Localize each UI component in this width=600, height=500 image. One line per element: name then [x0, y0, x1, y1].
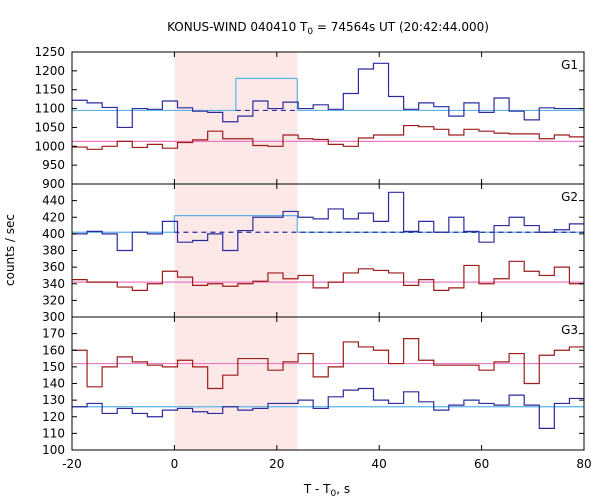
- y-tick-label-g1-1250: 1250: [34, 45, 65, 59]
- y-tick-label-g2-380: 380: [42, 244, 65, 258]
- x-axis-title-post: , s: [336, 482, 350, 496]
- lightcurve-g1-red: [72, 124, 584, 150]
- tick-layer: G1900950100010501100115012001250G2300320…: [34, 45, 591, 471]
- x-tick-label-4: 60: [474, 457, 489, 471]
- y-tick-label-g3-170: 170: [42, 327, 65, 341]
- y-tick-label-g3-140: 140: [42, 377, 65, 391]
- y-tick-label-g2-400: 400: [42, 227, 65, 241]
- lightcurve-g2-red: [72, 260, 584, 291]
- y-tick-label-g1-1200: 1200: [34, 64, 65, 78]
- chart-title-post: = 74564s UT (20:42:44.000): [313, 20, 489, 34]
- panel-label-g2: G2: [561, 190, 578, 204]
- data-layer: [72, 62, 584, 429]
- chart-title-sub: 0: [307, 27, 313, 37]
- x-tick-label-3: 40: [372, 457, 387, 471]
- y-tick-label-g3-110: 110: [42, 426, 65, 440]
- y-tick-label-g2-360: 360: [42, 260, 65, 274]
- x-axis-title-sub: 0: [331, 489, 337, 499]
- y-tick-label-g1-1000: 1000: [34, 139, 65, 153]
- x-axis-title: T - T0, s: [303, 482, 350, 499]
- frame-layer: [71, 51, 585, 451]
- panel-frame-g2: [71, 183, 585, 318]
- x-axis-title-pre: T - T: [303, 482, 331, 496]
- y-tick-label-g3-150: 150: [42, 360, 65, 374]
- y-tick-label-g3-130: 130: [42, 393, 65, 407]
- panel-frame-g1: [71, 51, 585, 185]
- x-tick-label-0: -20: [62, 457, 82, 471]
- y-tick-label-g3-100: 100: [42, 443, 65, 457]
- lightcurve-g3-red: [72, 338, 584, 390]
- lightcurve-g2-blue: [72, 191, 584, 252]
- y-tick-label-g1-1050: 1050: [34, 120, 65, 134]
- panel-label-g3: G3: [561, 323, 578, 337]
- y-tick-label-g1-950: 950: [42, 158, 65, 172]
- y-tick-label-g3-120: 120: [42, 410, 65, 424]
- chart-title: KONUS-WIND 040410 T0 = 74564s UT (20:42:…: [167, 20, 489, 37]
- lightcurve-g3-blue: [72, 387, 584, 429]
- y-tick-label-g1-1100: 1100: [34, 102, 65, 116]
- y-tick-label-g2-440: 440: [42, 194, 65, 208]
- panel-label-g1: G1: [561, 58, 578, 72]
- panel-frame-g3: [71, 316, 585, 451]
- y-tick-label-g1-900: 900: [42, 177, 65, 191]
- y-tick-label-g3-160: 160: [42, 343, 65, 357]
- x-tick-label-2: 20: [269, 457, 284, 471]
- highlight-band-g3: [174, 317, 298, 450]
- y-axis-title: counts / sec: [3, 214, 17, 286]
- x-tick-label-1: 0: [171, 457, 179, 471]
- y-tick-label-g2-340: 340: [42, 277, 65, 291]
- y-tick-label-g1-1150: 1150: [34, 83, 65, 97]
- highlight-layer: [174, 52, 298, 450]
- x-tick-label-5: 80: [576, 457, 591, 471]
- lightcurve-g1-blue: [72, 62, 584, 129]
- chart-title-pre: KONUS-WIND 040410 T: [167, 20, 308, 34]
- y-tick-label-g2-420: 420: [42, 210, 65, 224]
- highlight-band-g1: [174, 52, 298, 184]
- y-tick-label-g2-320: 320: [42, 293, 65, 307]
- y-tick-label-g2-300: 300: [42, 310, 65, 324]
